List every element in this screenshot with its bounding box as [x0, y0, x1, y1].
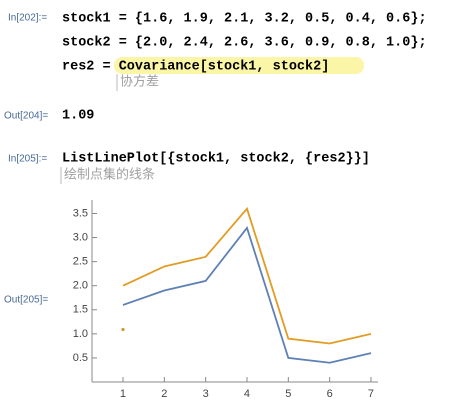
series-line [122, 206, 372, 345]
y-tick-label: 3.0 [73, 231, 88, 243]
y-tick-label: 2.0 [73, 280, 88, 292]
y-tick-label: 0.5 [73, 352, 88, 364]
code-line: ListLinePlot[{stock1, stock2, {res2}}] [62, 152, 370, 167]
cell-label: Out[204]= [4, 111, 48, 122]
code-line: stock2 = {2.0, 2.4, 2.6, 3.6, 0.9, 0.8, … [62, 36, 427, 51]
cell-label: In[202]:= [8, 13, 47, 24]
y-tick-label: 1.0 [73, 328, 88, 340]
highlight [114, 57, 364, 74]
x-tick-label: 4 [244, 388, 250, 400]
cell-label: In[205]:= [8, 154, 47, 165]
x-tick-label: 2 [161, 388, 167, 400]
x-tick-label: 1 [120, 388, 126, 400]
y-tick-label: 2.5 [73, 256, 88, 268]
x-tick-label: 6 [327, 388, 333, 400]
code-line: stock1 = {1.6, 1.9, 2.1, 3.2, 0.5, 0.4, … [62, 12, 427, 27]
output: 1.09 [62, 109, 94, 124]
code-highlight[interactable]: Covariance[stock1, stock2] [119, 60, 330, 75]
cell-label: Out[205]= [4, 295, 48, 306]
annotation: 绘制点集的线条 [64, 167, 155, 183]
y-tick-label: 1.5 [73, 304, 88, 316]
plot: 0.5 1.0 1.5 2.0 2.5 3.0 3.5 1 2 3 4 5 6 7 [73, 200, 378, 400]
code-line: res2 = [62, 60, 119, 75]
series-line [122, 226, 372, 364]
x-tick-label: 3 [203, 388, 209, 400]
x-tick-label: 5 [285, 388, 291, 400]
x-tick-label: 7 [368, 388, 374, 400]
series-point [121, 327, 125, 332]
y-tick-label: 3.5 [73, 207, 88, 219]
annotation: 协方差 [120, 74, 159, 90]
